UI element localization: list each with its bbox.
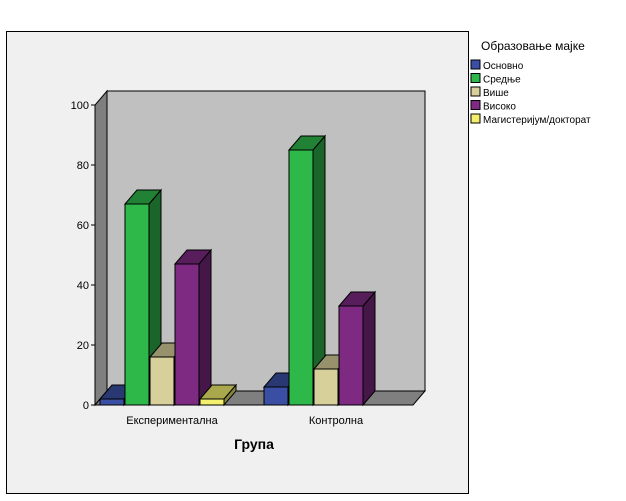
- y-tick-label: 40: [77, 280, 89, 292]
- legend-swatch: [470, 86, 481, 97]
- legend-title: Образовање мајке: [481, 39, 585, 53]
- legend-swatch: [470, 100, 481, 110]
- x-tick-label: Експериментална: [126, 415, 218, 427]
- legend-swatch: [470, 59, 481, 70]
- bar-front: [263, 386, 289, 406]
- left-wall: [94, 89, 108, 407]
- bar-side: [198, 248, 212, 407]
- bar-front: [124, 203, 150, 406]
- y-tick-label: 80: [77, 160, 89, 172]
- bar: [337, 290, 377, 407]
- bar-front: [288, 149, 314, 406]
- legend-label: Средње: [483, 75, 521, 86]
- bar-front: [174, 263, 200, 406]
- y-tick-label: 0: [83, 400, 89, 412]
- x-axis-title: Група: [234, 436, 274, 452]
- legend-label: Магистеријум/докторат: [483, 115, 591, 126]
- y-tick-label: 20: [77, 340, 89, 352]
- bar: [123, 188, 163, 407]
- bar-front: [99, 398, 125, 406]
- bar: [173, 248, 213, 407]
- bar-front: [149, 356, 175, 406]
- legend-swatch: [470, 113, 481, 124]
- x-tick-label: Контролна: [309, 415, 364, 427]
- legend-label: Основно: [483, 61, 524, 72]
- bar-side: [362, 290, 376, 407]
- legend-label: Више: [483, 88, 509, 99]
- bar: [198, 383, 238, 407]
- legend: Образовање мајке Основно Средње Више Високо…: [470, 39, 591, 126]
- bar-front: [338, 305, 364, 406]
- bar-front: [313, 368, 339, 406]
- y-tick-label: 60: [77, 220, 89, 232]
- y-tick-label: 100: [71, 100, 89, 112]
- legend-label: Високо: [483, 102, 516, 113]
- legend-swatch: [470, 73, 481, 83]
- bar-front: [199, 398, 225, 406]
